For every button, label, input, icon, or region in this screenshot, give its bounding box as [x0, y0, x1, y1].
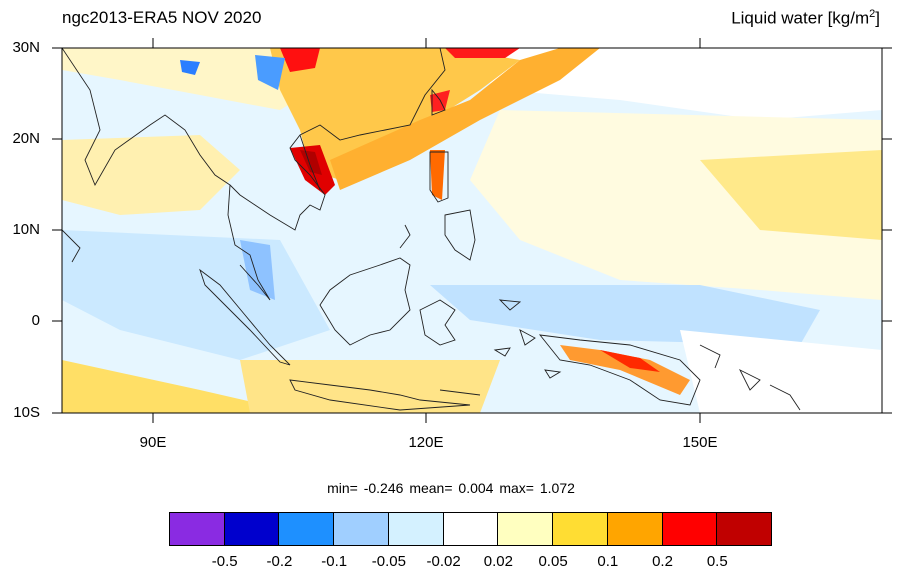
- lat-label-20n: 20N: [12, 130, 40, 147]
- colorbar-label-7: 0.1: [597, 553, 619, 570]
- colorbar-box-1: [223, 512, 280, 546]
- unit-superscript: 2: [869, 8, 876, 20]
- colorbar-box-2: [278, 512, 335, 546]
- plot-title: ngc2013-ERA5 NOV 2020: [62, 8, 262, 27]
- colorbar-label-5: 0.02: [483, 553, 513, 570]
- max-value: 1.072: [539, 480, 575, 496]
- colorbar-box-6: [497, 512, 554, 546]
- lat-label-0: 0: [31, 312, 40, 329]
- lon-label-120e: 120E: [408, 434, 444, 451]
- lon-label-90e: 90E: [139, 434, 167, 451]
- lat-label-30n: 30N: [12, 39, 40, 56]
- colorbar-box-10: [716, 512, 773, 546]
- mean-label: mean=: [409, 480, 453, 496]
- variable-title: Liquid water [kg/m2]: [731, 8, 880, 29]
- axis-ticks: [52, 38, 892, 423]
- map-plot: [52, 38, 892, 423]
- max-label: max=: [499, 480, 534, 496]
- coastlines: [62, 48, 801, 411]
- colorbar-label-9: 0.5: [706, 553, 728, 570]
- colorbar-label-1: -0.2: [266, 553, 293, 570]
- colorbar-label-6: 0.05: [538, 553, 568, 570]
- lat-label-10s: 10S: [13, 404, 40, 421]
- colorbar-box-9: [661, 512, 718, 546]
- colorbar-box-7: [552, 512, 608, 546]
- colorbar-label-0: -0.5: [211, 553, 238, 570]
- colorbar-label-4: -0.02: [426, 553, 461, 570]
- colorbar-label-8: 0.2: [652, 553, 673, 570]
- field-shading: [62, 48, 882, 413]
- variable-name: Liquid water [kg/m: [731, 8, 870, 28]
- lon-label-150e: 150E: [682, 434, 718, 451]
- colorbar-box-8: [606, 512, 663, 546]
- statistics-line: min= -0.246 mean= 0.004 max= 1.072: [0, 480, 902, 496]
- lat-label-10n: 10N: [12, 221, 40, 238]
- colorbar: [169, 512, 773, 546]
- colorbar-box-4: [387, 512, 444, 546]
- colorbar-box-5: [442, 512, 499, 546]
- unit-bracket: ]: [875, 8, 880, 28]
- colorbar-box-0: [169, 512, 225, 546]
- mean-value: 0.004: [458, 480, 494, 496]
- colorbar-label-2: -0.1: [321, 553, 348, 570]
- min-label: min=: [327, 480, 358, 496]
- colorbar-label-3: -0.05: [371, 553, 406, 570]
- colorbar-box-3: [333, 512, 389, 546]
- min-value: -0.246: [363, 480, 404, 496]
